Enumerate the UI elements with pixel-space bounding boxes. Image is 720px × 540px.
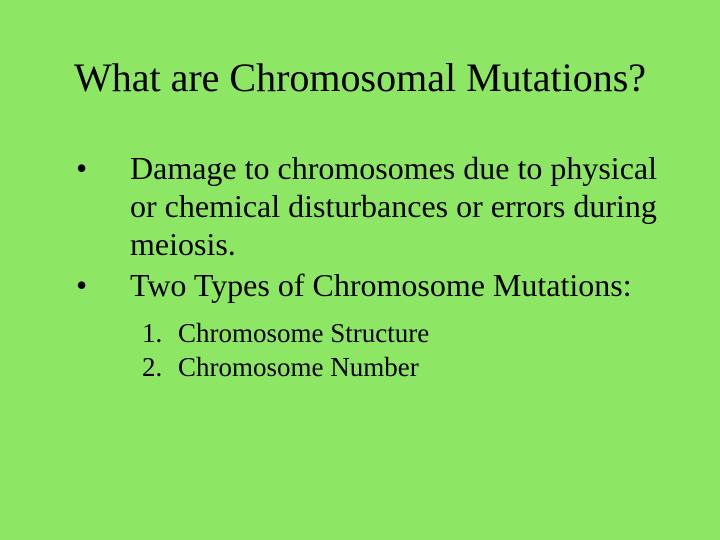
numbered-sublist: 1. Chromosome Structure 2. Chromosome Nu… [142,317,660,385]
bullet-item: • Damage to chromosomes due to physical … [70,150,660,263]
slide: What are Chromosomal Mutations? • Damage… [0,0,720,540]
slide-title: What are Chromosomal Mutations? [0,56,720,100]
bullet-marker: • [70,150,130,188]
sublist-number: 2. [142,351,178,385]
bullet-text: Two Types of Chromosome Mutations: [130,267,660,305]
sublist-text: Chromosome Structure [178,317,660,351]
slide-body: • Damage to chromosomes due to physical … [70,150,660,385]
bullet-text: Damage to chromosomes due to physical or… [130,150,660,263]
bullet-marker: • [70,267,130,305]
sublist-number: 1. [142,317,178,351]
sublist-item: 1. Chromosome Structure [142,317,660,351]
sublist-text: Chromosome Number [178,351,660,385]
bullet-item: • Two Types of Chromosome Mutations: [70,267,660,305]
sublist-item: 2. Chromosome Number [142,351,660,385]
